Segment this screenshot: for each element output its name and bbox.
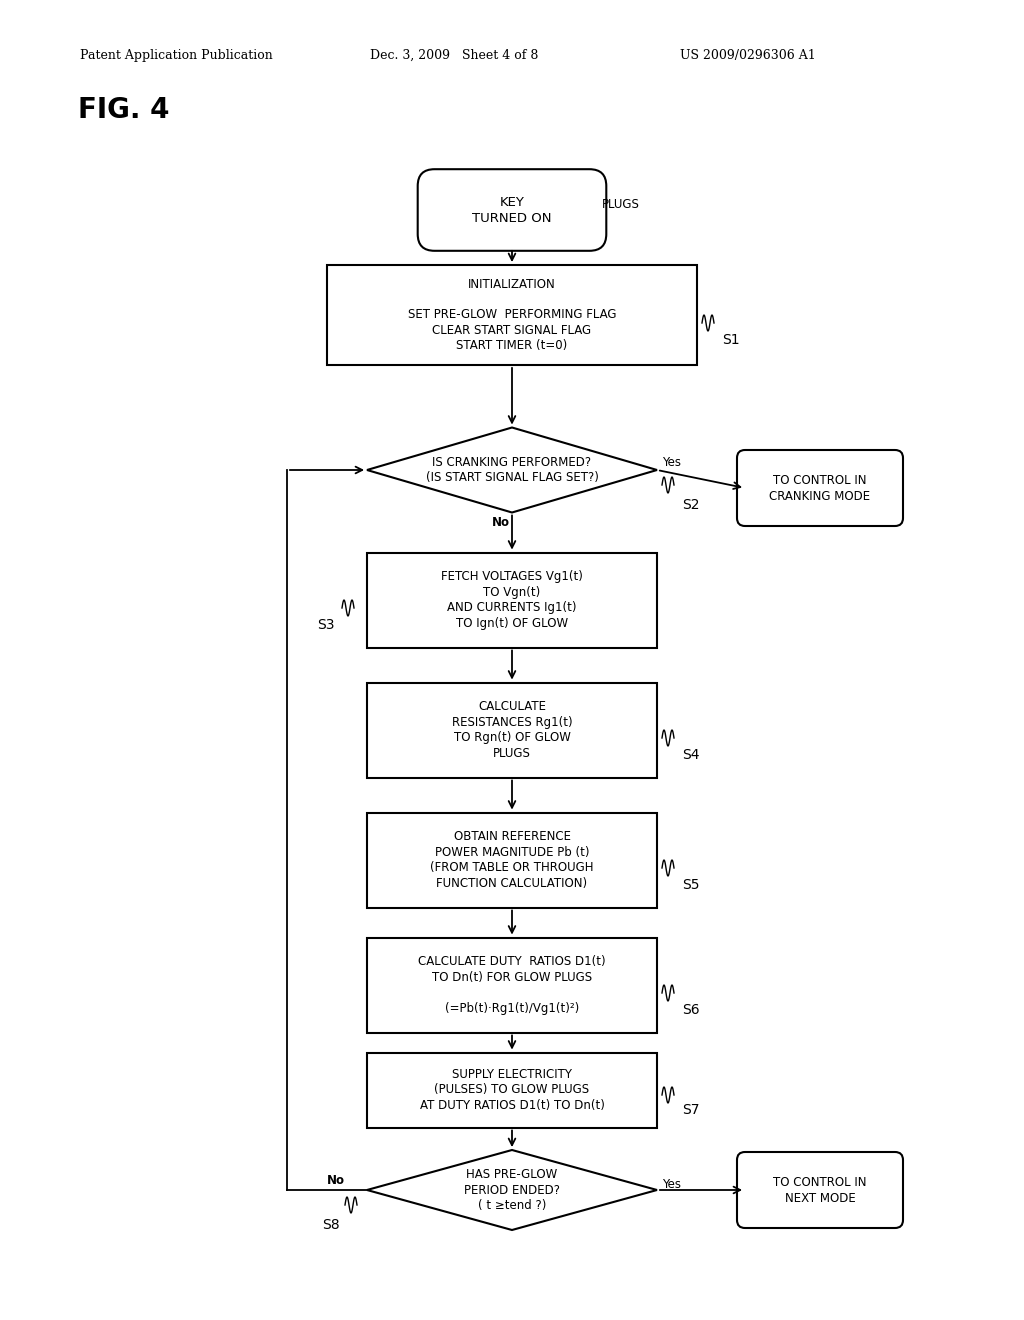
Text: PLUGS: PLUGS xyxy=(601,198,639,211)
Bar xyxy=(367,937,657,1032)
Text: Dec. 3, 2009   Sheet 4 of 8: Dec. 3, 2009 Sheet 4 of 8 xyxy=(370,49,539,62)
Text: FIG. 4: FIG. 4 xyxy=(78,96,170,124)
FancyBboxPatch shape xyxy=(737,450,903,525)
Text: CALCULATE DUTY  RATIOS D1(t)
TO Dn(t) FOR GLOW PLUGS

(=Pb(t)·Rg1(t)∕Vg1(t)²): CALCULATE DUTY RATIOS D1(t) TO Dn(t) FOR… xyxy=(418,956,606,1015)
Text: No: No xyxy=(492,516,510,529)
Bar xyxy=(367,553,657,648)
Text: S6: S6 xyxy=(682,1003,699,1016)
Text: TO CONTROL IN
CRANKING MODE: TO CONTROL IN CRANKING MODE xyxy=(769,474,870,503)
Text: Patent Application Publication: Patent Application Publication xyxy=(80,49,272,62)
Text: TO CONTROL IN
NEXT MODE: TO CONTROL IN NEXT MODE xyxy=(773,1176,866,1204)
Text: OBTAIN REFERENCE
POWER MAGNITUDE Pb (t)
(FROM TABLE OR THROUGH
FUNCTION CALCULAT: OBTAIN REFERENCE POWER MAGNITUDE Pb (t) … xyxy=(430,830,594,890)
Text: CALCULATE
RESISTANCES Rg1(t)
TO Rgn(t) OF GLOW
PLUGS: CALCULATE RESISTANCES Rg1(t) TO Rgn(t) O… xyxy=(452,700,572,760)
Text: FETCH VOLTAGES Vg1(t)
TO Vgn(t)
AND CURRENTS Ig1(t)
TO Ign(t) OF GLOW: FETCH VOLTAGES Vg1(t) TO Vgn(t) AND CURR… xyxy=(441,570,583,630)
Text: S2: S2 xyxy=(682,498,699,512)
Polygon shape xyxy=(367,428,657,512)
Text: S7: S7 xyxy=(682,1104,699,1117)
Text: S1: S1 xyxy=(722,333,739,347)
Polygon shape xyxy=(367,1150,657,1230)
Text: Yes: Yes xyxy=(662,1179,681,1192)
Text: US 2009/0296306 A1: US 2009/0296306 A1 xyxy=(680,49,816,62)
Text: S4: S4 xyxy=(682,748,699,762)
Bar xyxy=(367,813,657,908)
Text: S8: S8 xyxy=(322,1218,340,1232)
Text: SUPPLY ELECTRICITY
(PULSES) TO GLOW PLUGS
AT DUTY RATIOS D1(t) TO Dn(t): SUPPLY ELECTRICITY (PULSES) TO GLOW PLUG… xyxy=(420,1068,604,1111)
Text: Yes: Yes xyxy=(662,455,681,469)
Text: KEY
TURNED ON: KEY TURNED ON xyxy=(472,195,552,224)
Text: INITIALIZATION

SET PRE-GLOW  PERFORMING FLAG
CLEAR START SIGNAL FLAG
START TIME: INITIALIZATION SET PRE-GLOW PERFORMING F… xyxy=(408,277,616,352)
Text: S5: S5 xyxy=(682,878,699,892)
Bar xyxy=(367,682,657,777)
Bar xyxy=(367,1052,657,1127)
Text: IS CRANKING PERFORMED?
(IS START SIGNAL FLAG SET?): IS CRANKING PERFORMED? (IS START SIGNAL … xyxy=(426,455,598,484)
FancyBboxPatch shape xyxy=(737,1152,903,1228)
Text: S3: S3 xyxy=(317,618,335,632)
Text: HAS PRE-GLOW
PERIOD ENDED?
( t ≥tend ?): HAS PRE-GLOW PERIOD ENDED? ( t ≥tend ?) xyxy=(464,1168,560,1212)
Text: No: No xyxy=(327,1173,345,1187)
FancyBboxPatch shape xyxy=(418,169,606,251)
Bar xyxy=(327,265,697,366)
